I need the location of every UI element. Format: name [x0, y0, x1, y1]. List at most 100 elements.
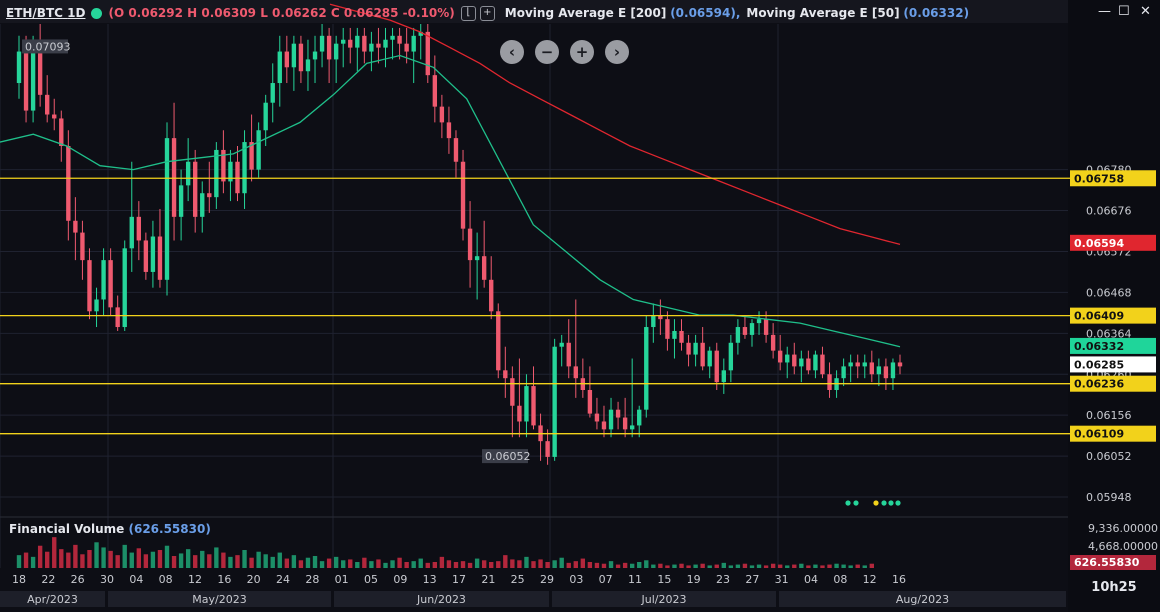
volume-bar [467, 562, 473, 568]
candle-body [235, 161, 240, 194]
volume-bar [573, 561, 578, 568]
volume-bar [707, 565, 712, 568]
candle-body [869, 362, 874, 375]
candle-body [59, 118, 64, 146]
zoom-in-icon[interactable]: + [570, 40, 594, 64]
candle-body [341, 39, 346, 44]
candle-body [651, 315, 656, 328]
ma50-legend: Moving Average E [50] [746, 6, 900, 20]
x-day-tick: 08 [833, 573, 847, 586]
level-tag-bg [1070, 425, 1156, 442]
ma50-legend-value: (0.06332) [903, 6, 970, 20]
volume-bar [355, 562, 360, 568]
volume-bar [629, 563, 635, 568]
candle-body [524, 386, 529, 422]
candle-body [418, 31, 423, 36]
volume-bar [333, 556, 339, 568]
x-day-tick: 04 [129, 573, 143, 586]
candle-body [411, 35, 416, 52]
candle-body [510, 378, 515, 406]
minimize-icon[interactable]: — [1098, 4, 1111, 19]
month-label: Jun/2023 [416, 593, 466, 606]
volume-bar [249, 557, 254, 568]
extreme-annotation-label: 0.07093 [25, 40, 71, 53]
x-day-tick: 27 [745, 573, 759, 586]
maximize-icon[interactable]: ☐ [1118, 4, 1130, 19]
x-day-tick: 24 [276, 573, 290, 586]
volume-bar [453, 562, 459, 568]
ma200-legend-value: (0.06594), [670, 6, 741, 20]
candle-body [820, 354, 825, 375]
candle-body [249, 142, 254, 170]
volume-bar [728, 565, 734, 568]
candle-body [80, 232, 85, 261]
volume-bar [143, 554, 149, 568]
volume-bar [185, 549, 191, 568]
price-tick-label: 0.06676 [1086, 205, 1132, 218]
scroll-left-icon[interactable]: ‹ [500, 40, 524, 64]
candle-body [700, 342, 705, 367]
candle-body [848, 362, 853, 367]
candle-body [66, 146, 71, 221]
volume-tick-label: 4,668.00000 [1088, 540, 1158, 553]
volume-bar [312, 556, 318, 568]
collapse-icon[interactable]: ⌊ [460, 5, 476, 21]
x-day-tick: 09 [393, 573, 407, 586]
volume-bar [608, 561, 614, 568]
level-tag-label: 0.06758 [1074, 172, 1124, 185]
candle-body [425, 31, 430, 76]
close-icon[interactable]: ✕ [1140, 4, 1151, 19]
candle-body [185, 161, 191, 186]
volume-bar [16, 555, 22, 568]
candle-body [87, 260, 92, 312]
volume-bar [510, 559, 515, 568]
candle-body [707, 350, 712, 367]
volume-bar [228, 556, 233, 568]
candle-body [94, 299, 99, 312]
candle-body [552, 346, 557, 457]
candle-body [326, 35, 332, 60]
volume-bar [362, 557, 367, 568]
candle-body [862, 362, 867, 367]
price-tick-label: 0.06156 [1086, 409, 1132, 422]
month-cell [0, 591, 105, 607]
candle-body [756, 319, 762, 324]
x-day-tick: 17 [452, 573, 466, 586]
volume-bar [157, 550, 163, 568]
volume-bar [418, 558, 423, 568]
symbol-label[interactable]: ETH/BTC 1D [6, 6, 86, 20]
volume-bar [601, 563, 607, 568]
x-day-tick: 22 [41, 573, 55, 586]
volume-bar [214, 547, 219, 568]
volume-bar [615, 564, 621, 568]
candle-body [305, 59, 311, 72]
candle-body [855, 362, 860, 367]
signal-dot [853, 500, 859, 506]
extreme-annotation-bg [22, 39, 68, 54]
zoom-out-icon[interactable]: − [535, 40, 559, 64]
volume-last-tag-label: 626.55830 [1074, 556, 1140, 569]
volume-bar [284, 558, 290, 568]
volume-bar [164, 545, 170, 568]
scroll-right-icon[interactable]: › [605, 40, 629, 64]
x-day-tick: 20 [247, 573, 261, 586]
volume-bar [841, 564, 846, 568]
volume-panel-title: Financial Volume (626.55830) [9, 522, 211, 536]
volume-bar [376, 559, 381, 568]
volume-bar [481, 560, 487, 568]
volume-bar [813, 564, 818, 568]
candle-body [608, 409, 614, 430]
volume-bar [235, 555, 240, 568]
add-indicator-icon[interactable]: + [479, 5, 495, 21]
volume-bar [52, 537, 57, 568]
volume-bar [580, 558, 586, 568]
candle-body [291, 43, 297, 68]
volume-bar [496, 561, 501, 568]
candle-body [348, 39, 353, 48]
volume-bar [115, 555, 120, 568]
volume-bar [383, 562, 388, 568]
signal-dot [895, 500, 901, 506]
candle-body [136, 216, 142, 241]
